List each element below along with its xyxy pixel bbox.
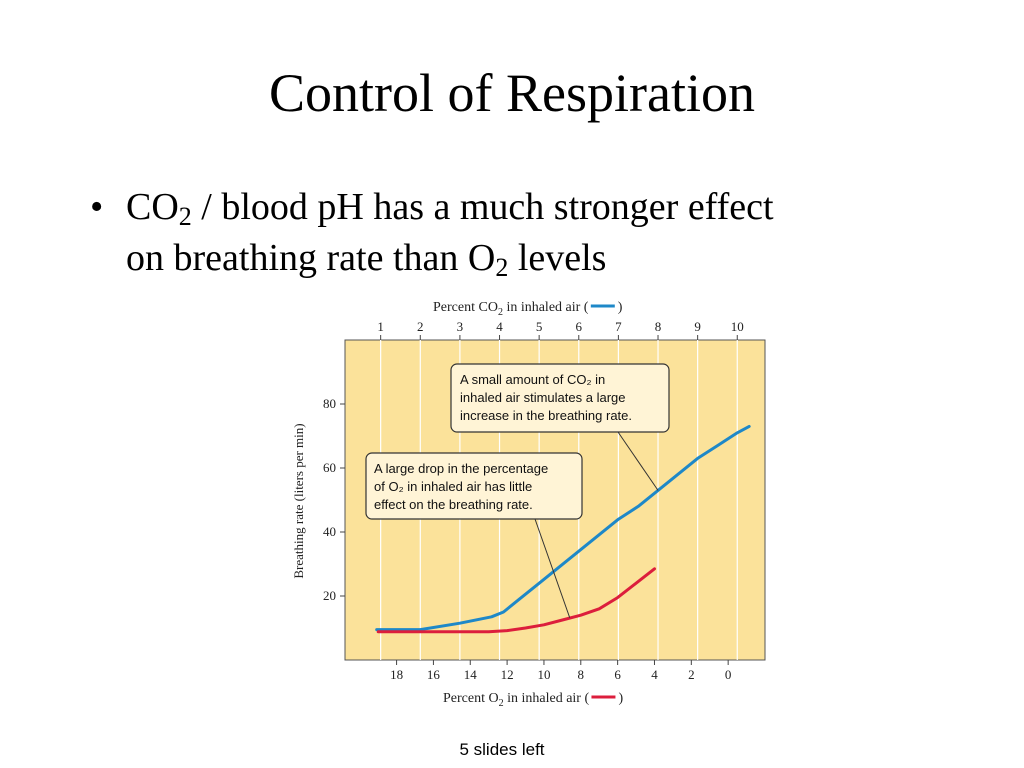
y-axis-label: Breathing rate (liters per min) (291, 423, 306, 578)
top-axis-tick-label: 1 (377, 319, 384, 334)
y-axis-tick-label: 20 (323, 588, 336, 603)
top-axis-tick-label: 2 (417, 319, 424, 334)
co2-breathing-line (375, 424, 751, 632)
bottom-axis-tick-label: 6 (614, 667, 621, 682)
slides-remaining-text: 5 slides left (459, 740, 545, 759)
o2-callout-line: effect on the breathing rate. (374, 497, 533, 512)
bottom-axis-tick-label: 8 (578, 667, 585, 682)
bottom-axis-tick-label: 0 (725, 667, 732, 682)
bottom-axis-label-close: ) (618, 691, 623, 706)
slide-title: Control of Respiration (269, 63, 755, 123)
co2-callout: A small amount of CO₂ in inhaled air sti… (450, 363, 670, 491)
bottom-axis-tick-label: 10 (537, 667, 550, 682)
top-axis-tick-label: 3 (457, 319, 464, 334)
bottom-axis-tick-label: 4 (651, 667, 658, 682)
o2-breathing-line (376, 567, 656, 634)
co2-callout-line: increase in the breathing rate. (460, 408, 632, 423)
bottom-axis-label: Percent O2 in inhaled air ( (443, 691, 589, 709)
o2-callout-line: of O₂ in inhaled air has little (374, 479, 532, 494)
y-axis-tick-label: 40 (323, 524, 336, 539)
top-axis-tick-label: 10 (731, 319, 744, 334)
bullet-marker: • (90, 186, 104, 228)
bottom-axis-tick-label: 16 (427, 667, 441, 682)
bullet-text-part: CO (126, 186, 179, 228)
bullet-text-part: on breathing rate than O (126, 237, 496, 279)
top-axis-label: Percent CO2 in inhaled air ( (433, 300, 589, 318)
top-axis-label-close: ) (618, 300, 623, 315)
bottom-axis-tick-label: 2 (688, 667, 695, 682)
bottom-axis-tick-label: 12 (501, 667, 514, 682)
subscript: 2 (495, 253, 509, 282)
bullet-text-part: levels (508, 237, 607, 279)
bottom-axis-tick-label: 18 (390, 667, 403, 682)
y-axis-tick-label: 60 (323, 460, 336, 475)
o2-callout-box (365, 452, 583, 520)
top-axis-tick-label: 8 (655, 319, 662, 334)
top-axis-tick-label: 5 (536, 319, 543, 334)
co2-callout-pointer (617, 431, 659, 491)
bullet-text: CO2 / blood pH has a much stronger effec… (126, 182, 926, 284)
o2-callout-line: A large drop in the percentage (374, 461, 548, 476)
top-axis-tick-label: 9 (694, 319, 701, 334)
o2-callout: A large drop in the percentage of O₂ in … (365, 452, 583, 618)
co2-callout-line: A small amount of CO₂ in (460, 372, 605, 387)
co2-callout-line: inhaled air stimulates a large (460, 390, 625, 405)
top-axis-tick-label: 4 (496, 319, 503, 334)
subscript: 2 (178, 202, 192, 231)
y-axis-tick-label: 80 (323, 396, 336, 411)
co2-callout-box (450, 363, 670, 433)
top-axis-tick-label: 7 (615, 319, 622, 334)
o2-callout-pointer (534, 518, 571, 618)
bullet-text-part: / blood pH has a much stronger effect (191, 186, 774, 228)
top-axis-tick-label: 6 (576, 319, 583, 334)
bottom-axis-tick-label: 14 (464, 667, 478, 682)
